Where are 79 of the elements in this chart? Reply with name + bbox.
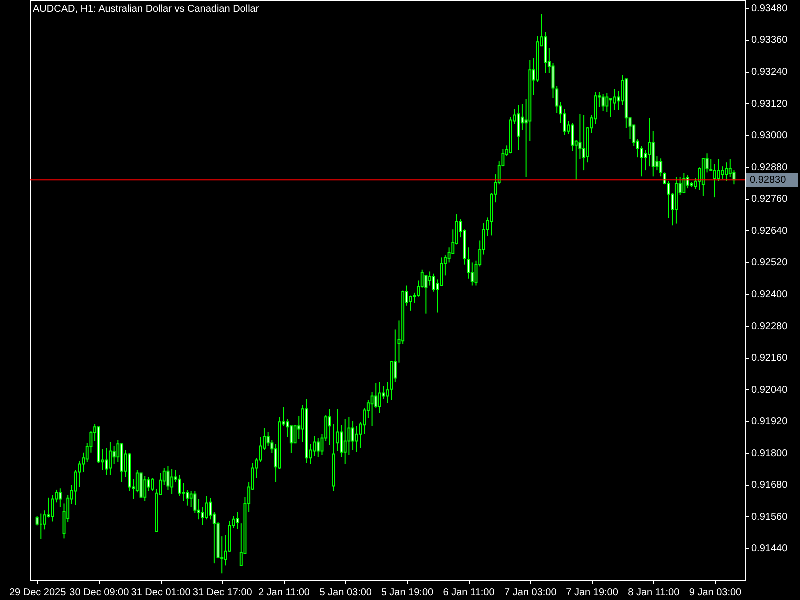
candlestick bbox=[355, 426, 358, 453]
candlestick bbox=[209, 498, 212, 520]
x-tick-label: 30 Dec 09:00 bbox=[70, 588, 130, 598]
x-tick-label: 31 Dec 01:00 bbox=[131, 588, 192, 598]
x-tick-label: 8 Jan 11:00 bbox=[628, 588, 680, 598]
y-tick-label: 0.92880 bbox=[752, 162, 788, 174]
y-tick-label: 0.92520 bbox=[752, 258, 788, 269]
candlestick bbox=[316, 438, 320, 458]
candlestick bbox=[170, 468, 174, 495]
candlestick bbox=[328, 408, 332, 446]
x-tick-label: 31 Dec 17:00 bbox=[192, 588, 253, 598]
candlestick bbox=[686, 174, 690, 190]
candlestick bbox=[602, 94, 605, 112]
y-tick-label: 0.91920 bbox=[752, 416, 788, 428]
y-tick-label: 0.93360 bbox=[752, 35, 788, 46]
x-tick-label: 29 Dec 2025 bbox=[9, 588, 67, 598]
candlestick bbox=[340, 424, 343, 458]
y-tick-label: 0.92640 bbox=[752, 226, 788, 237]
candlestick bbox=[182, 482, 186, 502]
y-tick-label: 0.92760 bbox=[752, 194, 788, 206]
candlestick bbox=[108, 442, 112, 476]
candlestick bbox=[428, 271, 432, 286]
y-tick-label: 0.91440 bbox=[752, 544, 788, 555]
candlestick bbox=[517, 104, 520, 151]
candlestick bbox=[682, 172, 686, 194]
candlestick bbox=[194, 490, 197, 514]
candlestick bbox=[563, 108, 566, 136]
x-tick-label: 7 Jan 19:00 bbox=[566, 588, 619, 598]
candlestick bbox=[51, 494, 54, 522]
candlestick bbox=[610, 98, 613, 118]
candlestick bbox=[660, 158, 663, 178]
candlestick bbox=[613, 88, 616, 111]
y-tick-label: 0.91680 bbox=[752, 480, 788, 492]
x-tick-label: 9 Jan 03:00 bbox=[689, 588, 742, 598]
x-tick-label: 5 Jan 19:00 bbox=[381, 588, 434, 598]
candlestick bbox=[201, 506, 204, 526]
ref-line-label: 0.92830 bbox=[750, 175, 787, 186]
chart-title: AUDCAD, H1: Australian Dollar vs Canadian Dollar bbox=[33, 4, 260, 15]
y-tick-label: 0.92160 bbox=[752, 353, 788, 364]
candlestick bbox=[470, 262, 474, 286]
candlestick bbox=[144, 476, 147, 502]
candlestick bbox=[648, 118, 652, 168]
candlestick bbox=[190, 490, 193, 508]
candlestick bbox=[467, 247, 470, 280]
candlestick bbox=[440, 257, 444, 286]
x-tick-label: 6 Jan 11:00 bbox=[443, 588, 496, 598]
candlestick bbox=[725, 162, 728, 182]
candlestick bbox=[378, 382, 382, 414]
candlestick bbox=[717, 158, 720, 182]
candlestick bbox=[112, 445, 116, 465]
candlestick bbox=[582, 114, 586, 172]
y-tick-label: 0.92040 bbox=[752, 384, 788, 396]
x-tick-label: 5 Jan 03:00 bbox=[320, 588, 372, 598]
candlestick bbox=[105, 448, 108, 476]
candlestick bbox=[186, 490, 189, 506]
candlestick bbox=[721, 166, 724, 180]
y-tick-label: 0.91560 bbox=[752, 512, 788, 523]
candlestick bbox=[344, 418, 347, 465]
candlestick bbox=[370, 392, 374, 427]
candlestick bbox=[571, 122, 574, 152]
candlestick bbox=[606, 92, 609, 113]
candlestick bbox=[409, 295, 412, 312]
y-tick-label: 0.92400 bbox=[752, 289, 788, 300]
candlestick bbox=[58, 488, 62, 508]
x-tick-label: 7 Jan 03:00 bbox=[504, 588, 558, 598]
candlestick bbox=[713, 164, 716, 198]
y-tick-label: 0.93120 bbox=[752, 98, 788, 110]
candlestick bbox=[313, 436, 316, 457]
y-tick-label: 0.93480 bbox=[752, 3, 788, 14]
y-tick-label: 0.93000 bbox=[752, 130, 788, 142]
y-tick-label: 0.93240 bbox=[752, 67, 788, 78]
candlestick bbox=[166, 466, 170, 491]
y-tick-label: 0.92280 bbox=[752, 321, 788, 332]
candlestick bbox=[44, 510, 47, 530]
y-tick-label: 0.91800 bbox=[752, 448, 788, 460]
candlestick bbox=[352, 420, 355, 451]
x-tick-label: 2 Jan 11:00 bbox=[258, 588, 310, 598]
candlestick bbox=[290, 426, 293, 454]
candlestick bbox=[236, 512, 240, 530]
